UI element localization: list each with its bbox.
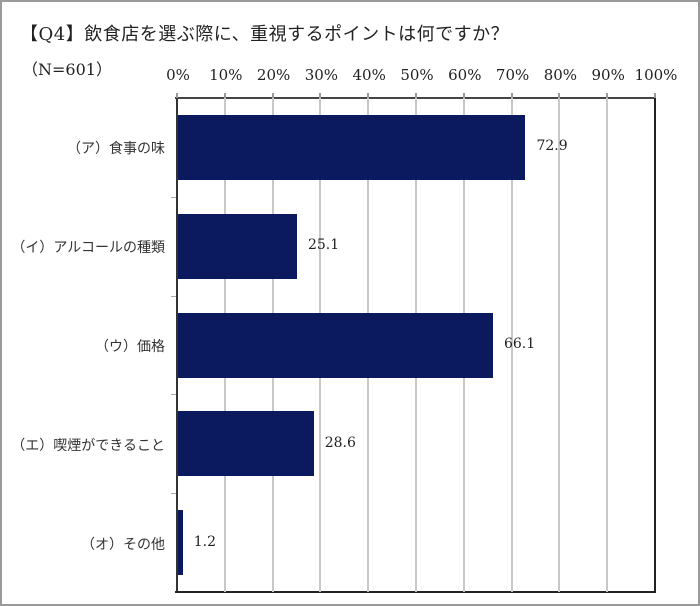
y-axis-tick-mark	[171, 295, 176, 297]
x-axis-tick-label: 80%	[543, 66, 578, 84]
x-axis-tick-mark	[415, 93, 417, 98]
x-axis-tick-label: 100%	[634, 66, 678, 84]
plot-right-border	[654, 97, 656, 593]
gridline	[510, 98, 513, 592]
x-axis-tick-mark	[606, 93, 609, 98]
bar	[178, 411, 314, 477]
x-axis-tick-mark	[319, 93, 322, 98]
bar-value-label: 66.1	[503, 336, 536, 352]
chart-title: 【Q4】飲食店を選ぶ際に、重視するポイントは何ですか？	[20, 24, 510, 45]
y-axis-tick-mark	[171, 394, 176, 396]
x-axis-tick-label: 20%	[256, 66, 291, 84]
bar	[178, 213, 297, 279]
bar	[178, 312, 493, 378]
x-axis-tick-label: 0%	[166, 66, 190, 84]
y-axis-tick-mark	[171, 493, 176, 495]
y-axis-tick-mark	[171, 196, 176, 198]
x-axis-tick-mark	[223, 93, 226, 98]
x-axis-tick-mark	[654, 93, 656, 98]
bar	[178, 510, 183, 576]
bar-value-label: 1.2	[193, 533, 216, 550]
bar	[178, 114, 526, 180]
category-label: （エ）喫煙ができること	[11, 437, 165, 454]
x-axis-tick-label: 30%	[304, 66, 339, 84]
x-axis-tick-mark	[367, 93, 370, 98]
gridline	[606, 98, 609, 592]
x-axis-tick-label: 50%	[400, 66, 434, 84]
x-axis-tick-label: 40%	[352, 66, 386, 84]
category-label: （イ）アルコールの種類	[11, 240, 165, 257]
category-label: （オ）その他	[81, 536, 165, 553]
x-axis-tick-mark	[271, 93, 274, 98]
x-axis-tick-label: 60%	[448, 66, 482, 84]
x-axis-tick-mark	[510, 93, 513, 98]
x-axis-tick-label: 10%	[209, 66, 243, 84]
bar-value-label: 72.9	[536, 138, 568, 155]
x-axis-tick-mark	[176, 93, 178, 98]
category-label: （ウ）価格	[95, 339, 165, 355]
y-axis-line	[176, 97, 178, 593]
x-axis-tick-mark	[462, 93, 465, 98]
sample-size-label: （N=601）	[22, 60, 112, 79]
x-axis-tick-mark	[558, 93, 561, 98]
plot-bottom-border	[175, 591, 656, 593]
x-axis-tick-label: 90%	[591, 66, 625, 84]
bar-value-label: 28.6	[324, 434, 356, 451]
plot-area: 72.9 25.1 66.1 28.6 1.2	[171, 93, 656, 593]
bar-value-label: 25.1	[307, 237, 340, 254]
x-axis-tick-label: 70%	[495, 66, 530, 84]
category-label: （ア）食事の味	[67, 141, 165, 158]
gridline	[558, 98, 561, 592]
